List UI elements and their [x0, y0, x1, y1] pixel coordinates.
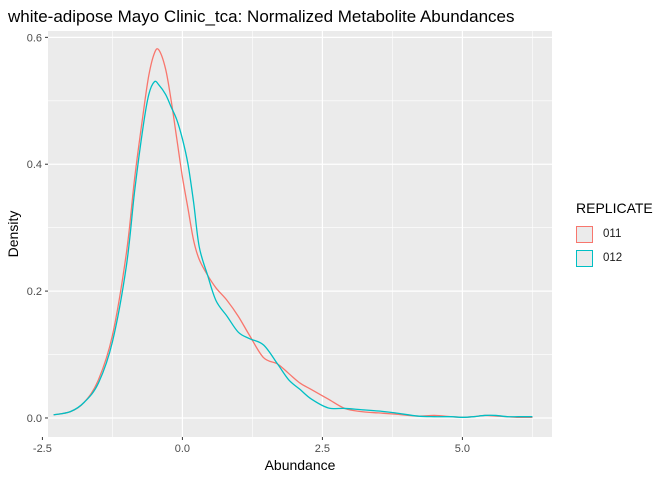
legend-key-012 — [576, 249, 593, 267]
y-axis: 0.0 0.2 0.4 0.6 — [27, 32, 48, 425]
legend: REPLICATE 011 012 — [576, 200, 653, 270]
y-tick-label: 0.0 — [27, 413, 42, 425]
legend-item-012: 012 — [576, 246, 653, 270]
legend-key-011 — [576, 225, 593, 243]
minor-gridlines — [48, 31, 552, 437]
density-curves — [53, 48, 533, 419]
legend-item-011: 011 — [576, 222, 653, 246]
x-axis: -2.5 0.0 2.5 5.0 — [33, 437, 470, 455]
major-gridlines — [41, 31, 552, 437]
legend-title: REPLICATE — [576, 200, 653, 216]
x-tick-label: 5.0 — [455, 443, 470, 455]
x-axis-label: Abundance — [265, 457, 336, 473]
x-tick-label: -2.5 — [33, 443, 52, 455]
legend-label-011: 011 — [603, 228, 622, 240]
y-tick-label: 0.4 — [27, 159, 42, 171]
y-tick-label: 0.2 — [27, 286, 42, 298]
density-curve-012 — [53, 80, 533, 418]
legend-label-012: 012 — [603, 252, 623, 264]
x-tick-label: 2.5 — [315, 443, 330, 455]
plot-panel — [48, 31, 552, 437]
chart-title: white-adipose Mayo Clinic_tca: Normalize… — [7, 7, 515, 26]
y-tick-label: 0.6 — [27, 32, 42, 44]
y-axis-label: Density — [5, 211, 21, 258]
x-tick-label: 0.0 — [175, 443, 190, 455]
